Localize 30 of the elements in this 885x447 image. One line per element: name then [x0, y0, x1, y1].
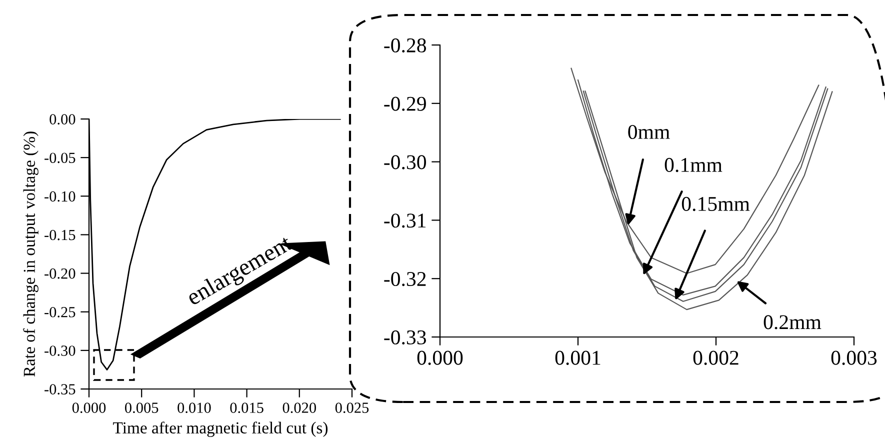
annotation: 0.2mm [764, 315, 822, 330]
x-tick-label: 0.010 [178, 402, 211, 414]
y-tick-label: -0.20 [44, 268, 76, 279]
x-tick-label: 0.005 [124, 402, 158, 414]
y-tick-label: -0.33 [384, 330, 426, 345]
y-tick-label: -0.10 [44, 191, 76, 202]
x-tick-label: 0.020 [282, 402, 316, 414]
x-tick-label: 0.002 [693, 350, 738, 365]
x-axis-title: Time after magnetic field cut (s) [113, 422, 328, 437]
annotation: 0.1mm [664, 158, 722, 172]
y-tick-label: -0.31 [384, 214, 426, 228]
annotation: 0mm [628, 124, 670, 140]
y-tick-label: 0.00 [50, 114, 76, 125]
y-tick-label: -0.32 [384, 272, 426, 286]
y-tick-label: -0.35 [44, 384, 76, 395]
y-axis-title: Rate of change in output voltage (%) [23, 132, 38, 377]
x-tick-label: 0.000 [72, 402, 106, 414]
y-tick-label: -0.30 [384, 155, 426, 170]
y-tick-label: -0.28 [384, 38, 426, 53]
x-tick-label: 0.003 [831, 350, 877, 365]
y-tick-label: -0.30 [44, 346, 76, 356]
x-tick-label: 0.015 [230, 402, 264, 414]
y-tick-label: -0.05 [44, 152, 76, 164]
y-tick-label: -0.29 [384, 96, 426, 111]
y-tick-label: -0.15 [44, 230, 76, 240]
x-tick-label: 0.001 [555, 350, 600, 365]
y-tick-label: -0.25 [44, 307, 76, 318]
annotation: 0.15mm [682, 196, 750, 212]
x-tick-label: 0.000 [417, 350, 463, 365]
x-tick-label: 0.025 [335, 402, 369, 414]
